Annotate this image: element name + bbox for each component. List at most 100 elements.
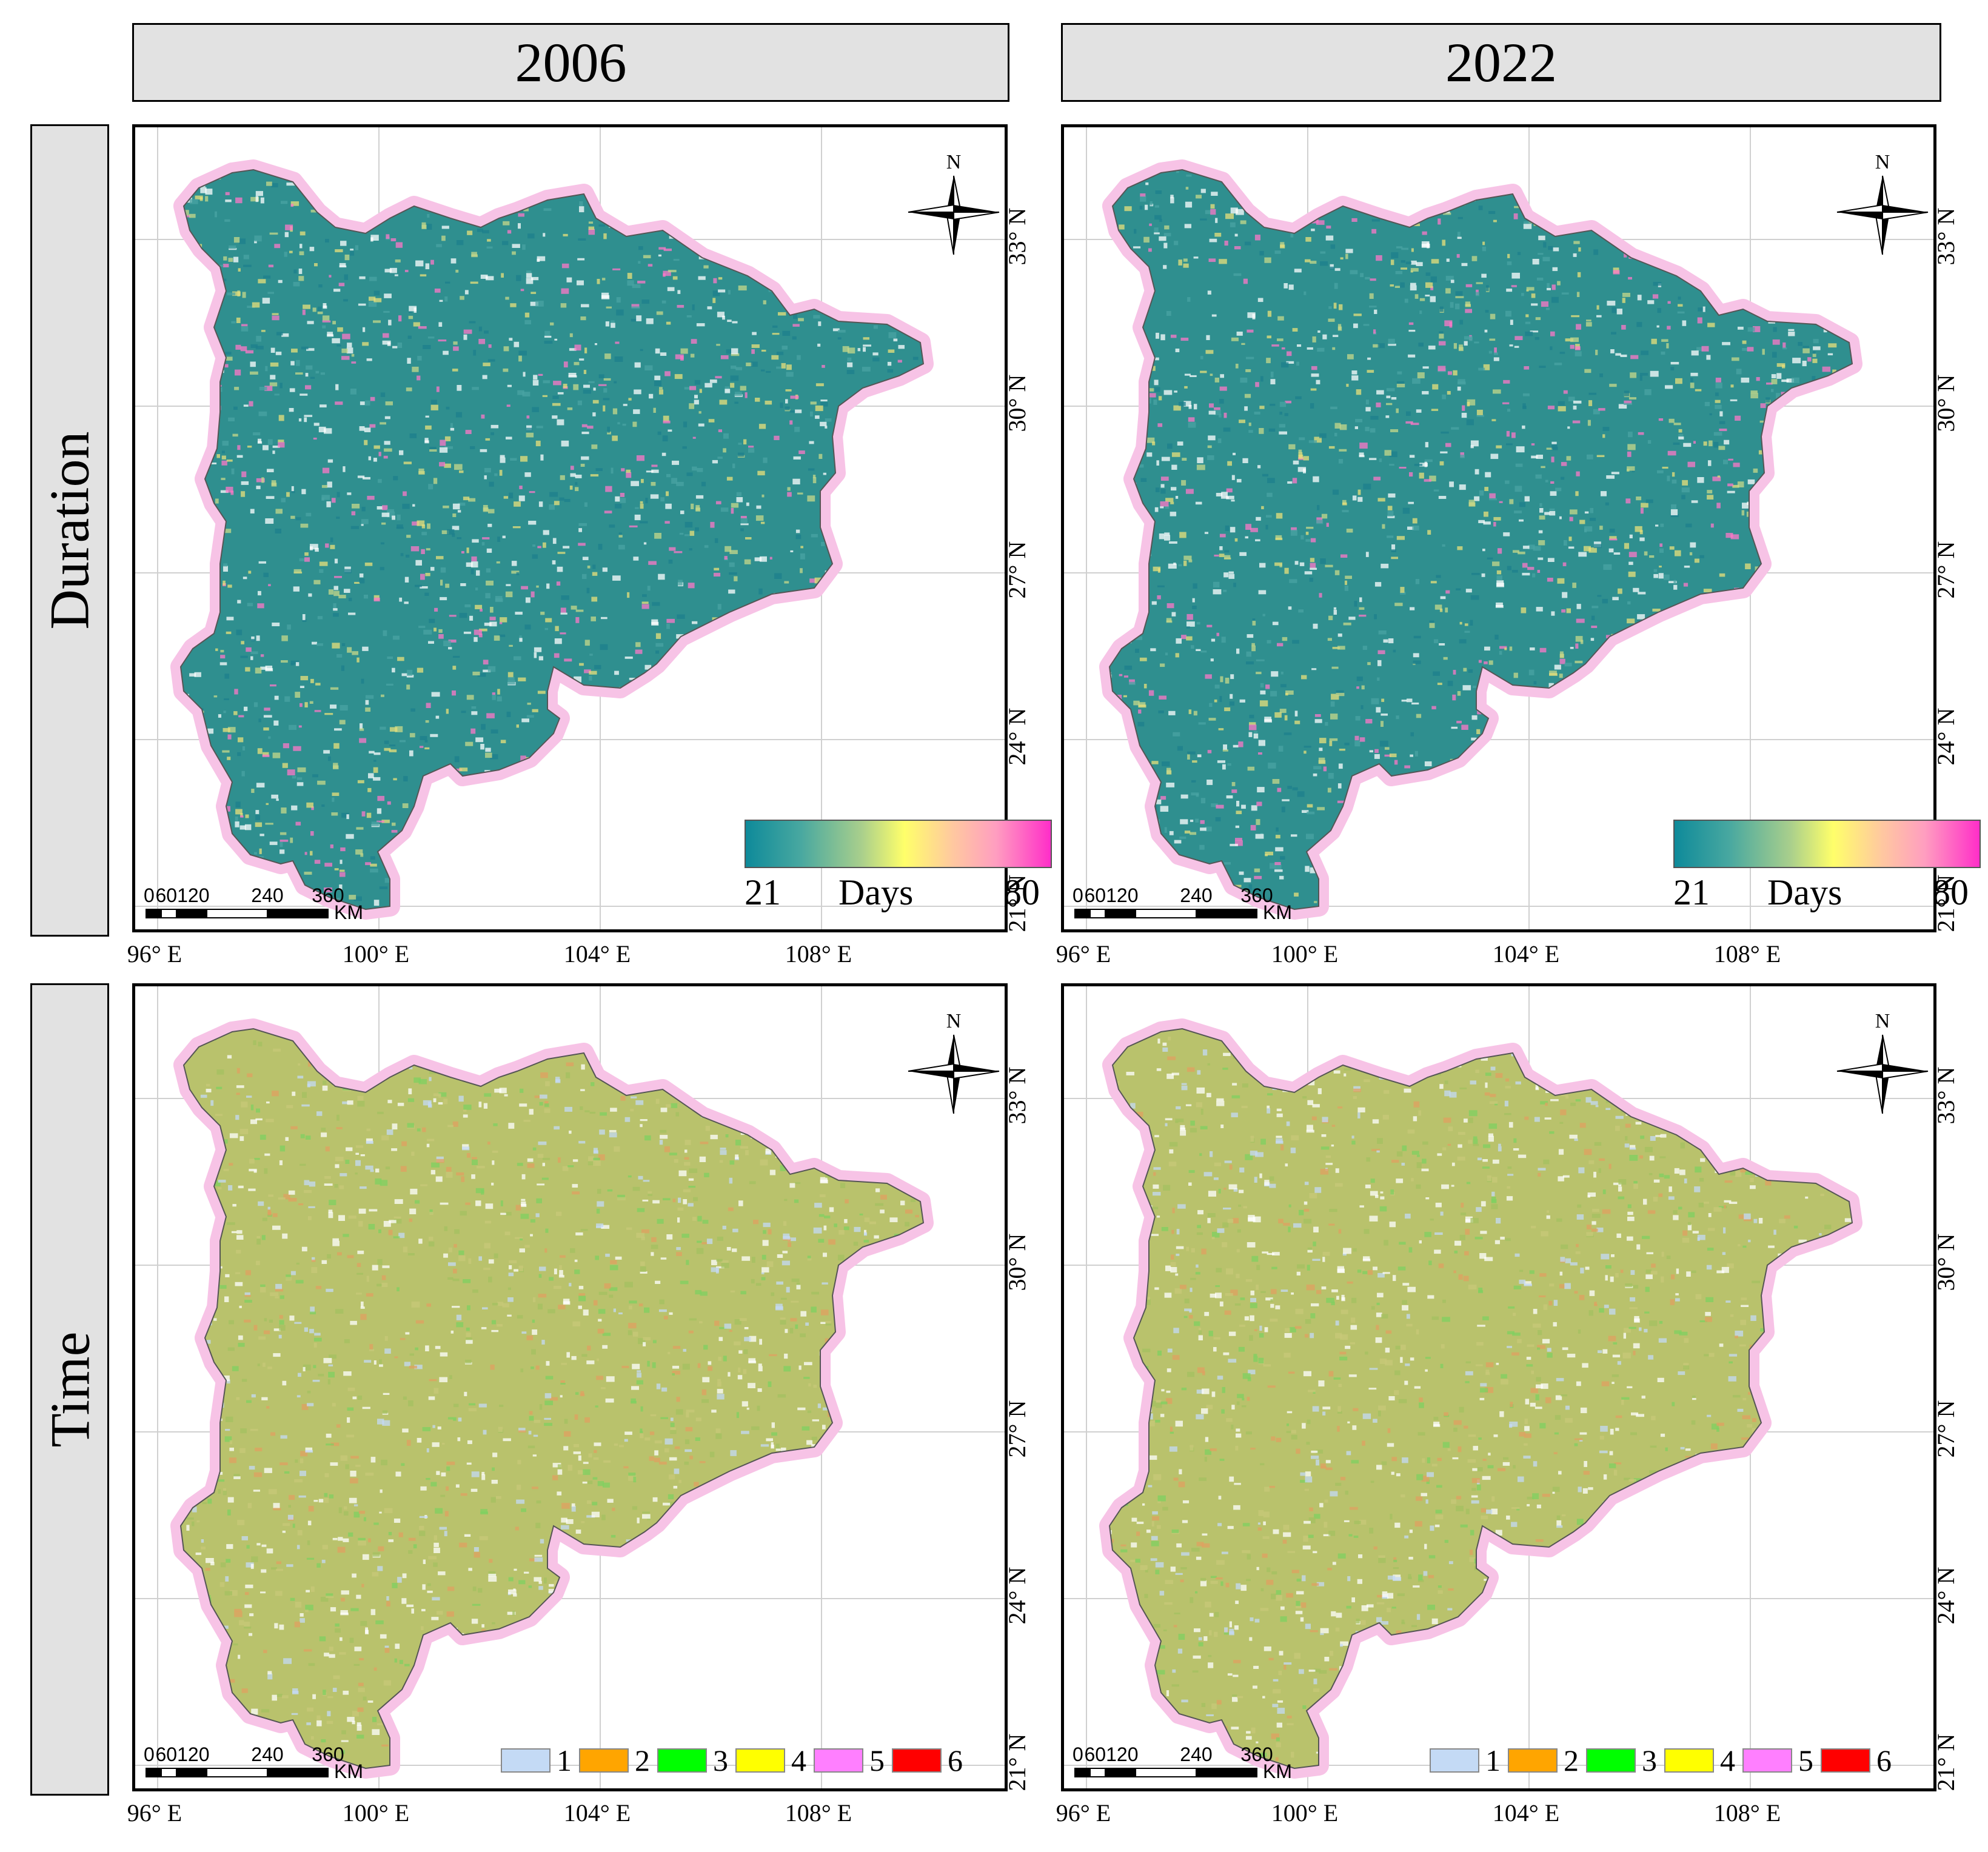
lon-tick: 104° E	[563, 1799, 631, 1827]
legend-item: 3	[1586, 1743, 1657, 1778]
legend-label: 3	[713, 1743, 728, 1777]
legend-item: 3	[657, 1743, 728, 1778]
colorbar-max-label: 80	[1003, 872, 1040, 912]
scale-label: 60120	[1085, 884, 1139, 906]
legend-label: 4	[791, 1743, 806, 1777]
north-arrow-icon: N	[1836, 1010, 1929, 1114]
region-fill	[1109, 170, 1852, 909]
map-panel-duration-2006: N 0 60120 240 360 KM 21 Days 80	[132, 124, 1052, 932]
north-label: N	[1875, 151, 1890, 173]
colorbar-days	[745, 820, 1052, 868]
lon-tick: 100° E	[1271, 940, 1339, 968]
region-border	[1108, 169, 1853, 911]
lon-tick: 96° E	[127, 940, 182, 968]
legend-swatch	[579, 1748, 629, 1773]
legend-label: 2	[635, 1743, 650, 1777]
scale-label: 240	[251, 884, 283, 906]
lat-tick: 33° N	[1932, 1066, 1960, 1125]
lat-tick: 24° N	[1932, 1566, 1960, 1625]
scale-label: 360	[312, 884, 344, 906]
scale-label: 240	[1180, 1743, 1212, 1765]
lat-tick: 24° N	[1003, 707, 1031, 766]
legend-item: 2	[579, 1743, 650, 1778]
column-header-2022: 2022	[1061, 23, 1941, 102]
legend-item: 6	[892, 1743, 963, 1778]
lon-tick: 96° E	[127, 1799, 182, 1827]
colorbar-max-label: 80	[1932, 872, 1969, 912]
north-label: N	[1875, 1010, 1890, 1032]
legend-label: 1	[1485, 1743, 1501, 1777]
colorbar-unit-label: Days	[838, 872, 914, 912]
lon-tick: 108° E	[785, 940, 852, 968]
scale-label: 360	[1240, 884, 1273, 906]
lon-tick: 104° E	[1492, 940, 1560, 968]
lon-tick: 108° E	[1713, 1799, 1781, 1827]
scale-label: 0	[144, 884, 155, 906]
scale-unit: KM	[334, 901, 363, 923]
north-arrow-icon: N	[1836, 151, 1929, 255]
lat-tick: 21° N	[1932, 874, 1960, 932]
lon-tick: 108° E	[1713, 940, 1781, 968]
legend-swatch	[1586, 1748, 1636, 1773]
lat-tick: 33° N	[1932, 207, 1960, 266]
legend-item: 5	[814, 1743, 885, 1778]
legend-label: 4	[1720, 1743, 1735, 1777]
north-arrow-icon: N	[908, 1010, 1000, 1114]
colorbar-min-label: 21	[745, 872, 781, 912]
lat-tick: 30° N	[1932, 1233, 1960, 1291]
lon-tick: 96° E	[1056, 1799, 1111, 1827]
legend-label: 5	[869, 1743, 885, 1777]
legend-item: 2	[1508, 1743, 1579, 1778]
scale-label: 360	[1240, 1743, 1273, 1765]
north-arrow-icon: N	[908, 151, 1000, 255]
legend-swatch	[814, 1748, 863, 1773]
north-label: N	[946, 151, 962, 173]
colorbar-unit-label: Days	[1767, 872, 1842, 912]
scale-label: 360	[312, 1743, 344, 1765]
legend-label: 6	[1876, 1743, 1892, 1777]
scale-label: 60120	[156, 884, 210, 906]
lon-tick: 100° E	[342, 1799, 410, 1827]
colorbar-min-label: 21	[1673, 872, 1710, 912]
lat-tick: 27° N	[1932, 541, 1960, 599]
legend-item: 1	[1430, 1743, 1501, 1778]
lat-tick: 27° N	[1003, 541, 1031, 599]
lon-tick: 104° E	[1492, 1799, 1560, 1827]
north-label: N	[946, 1010, 962, 1032]
scale-unit: KM	[1263, 901, 1292, 923]
legend-label: 2	[1564, 1743, 1579, 1777]
legend-item: 5	[1742, 1743, 1813, 1778]
lat-tick: 21° N	[1932, 1733, 1960, 1791]
lat-tick: 24° N	[1003, 1566, 1031, 1625]
scale-label: 240	[1180, 884, 1212, 906]
legend-item: 1	[501, 1743, 572, 1778]
lon-tick: 108° E	[785, 1799, 852, 1827]
legend-swatch	[1821, 1748, 1870, 1773]
legend-swatch	[892, 1748, 942, 1773]
legend-label: 6	[948, 1743, 963, 1777]
legend-swatch	[735, 1748, 785, 1773]
map-panel-duration-2022: N 0 60120 240 360 KM 21 Days 80	[1061, 124, 1981, 932]
lat-tick: 30° N	[1003, 1233, 1031, 1291]
legend-swatch	[1508, 1748, 1558, 1773]
lon-tick: 96° E	[1056, 940, 1111, 968]
colorbar-days	[1673, 820, 1981, 868]
map-panel-time-2006: N 0 60120 240 360 KM 1 2 3 4 5 6	[132, 983, 1008, 1791]
lat-tick: 21° N	[1003, 874, 1031, 932]
lat-tick: 24° N	[1932, 707, 1960, 766]
scale-label: 0	[1073, 1743, 1083, 1765]
column-label: 2006	[515, 32, 627, 93]
lat-tick: 30° N	[1932, 374, 1960, 432]
legend-item: 4	[1664, 1743, 1735, 1778]
lat-tick: 21° N	[1003, 1733, 1031, 1791]
region-border	[179, 169, 925, 911]
lat-tick: 33° N	[1003, 207, 1031, 266]
legend-swatch	[1742, 1748, 1792, 1773]
lon-tick: 100° E	[1271, 1799, 1339, 1827]
legend-swatch	[657, 1748, 707, 1773]
scale-label: 60120	[1085, 1743, 1139, 1765]
time-legend: 1 2 3 4 5 6	[1430, 1743, 1899, 1778]
